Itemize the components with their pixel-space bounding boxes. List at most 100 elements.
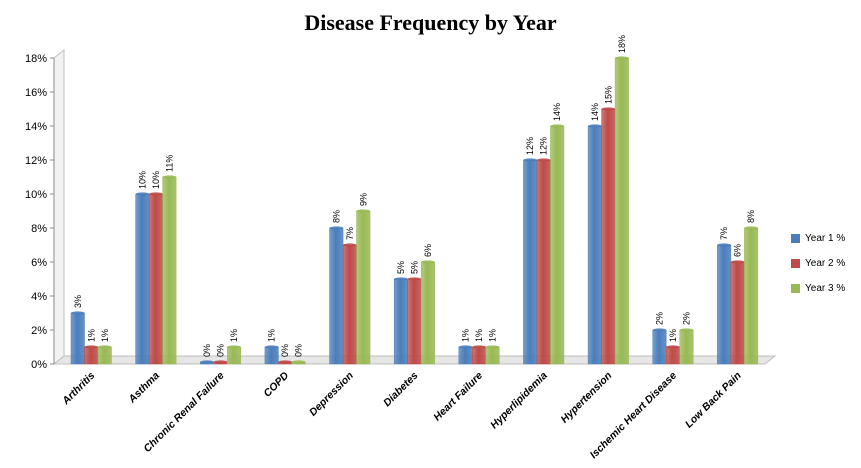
bar-top (394, 277, 408, 281)
bar (264, 346, 279, 365)
data-label: 0% (280, 344, 290, 357)
y-tick-label: 18% (25, 53, 47, 65)
bar-top (615, 56, 629, 60)
bars (70, 56, 759, 365)
data-label: 6% (733, 244, 743, 257)
y-tick-label: 10% (25, 189, 47, 201)
bar-top (149, 192, 163, 196)
bar-top (213, 360, 228, 364)
bar-top (666, 345, 680, 349)
x-tick-label: Arthritis (59, 370, 97, 408)
legend-item-year1: Year 1 % (791, 226, 845, 251)
bar (536, 159, 551, 365)
data-label: 2% (654, 312, 664, 325)
y-tick-label: 2% (31, 325, 47, 337)
data-label: 12% (525, 137, 535, 155)
side-wall (53, 48, 65, 366)
bar (135, 193, 150, 365)
bar (601, 108, 616, 365)
bar (84, 346, 99, 365)
bar-top (550, 124, 564, 128)
bar (652, 329, 667, 365)
bar (472, 346, 487, 365)
bar-top (536, 158, 551, 162)
legend-label-year3: Year 3 % (805, 283, 846, 294)
data-label: 7% (719, 227, 729, 240)
bar (550, 125, 565, 365)
data-label: 1% (86, 329, 96, 342)
bar (485, 346, 500, 365)
bar-top (291, 360, 306, 364)
bar-top (264, 345, 279, 349)
data-label: 10% (151, 171, 161, 189)
legend-label-year1: Year 1 % (805, 233, 846, 244)
data-label: 15% (603, 86, 613, 104)
legend-item-year3: Year 3 % (791, 276, 845, 301)
bar-top (421, 260, 435, 264)
data-labels: 3%1% 1%10% 10%11%0% 0%1% 1%0% 0%8%7%9%5% 5%6%1… (73, 35, 756, 357)
bar-top (71, 311, 85, 315)
data-label: 9% (358, 193, 368, 206)
bar (407, 278, 422, 365)
bar-top (84, 345, 98, 349)
data-label: 1% (267, 329, 277, 342)
data-label: 8% (331, 210, 341, 223)
data-label: 5% (409, 261, 419, 274)
bar-top (278, 360, 292, 364)
data-label: 5% (396, 261, 406, 274)
y-tick-label: 4% (31, 291, 47, 303)
bar (329, 227, 344, 365)
data-label: 8% (746, 210, 756, 223)
data-label: 1% (668, 329, 678, 342)
data-label: 1% (461, 329, 471, 342)
bar (679, 329, 694, 365)
bar (227, 346, 242, 365)
bar-top (601, 107, 616, 111)
data-label: 14% (590, 103, 600, 121)
x-tick-label: Depression (307, 370, 356, 419)
bar (744, 227, 759, 365)
data-label: 1% (229, 329, 239, 342)
y-tick-label: 8% (31, 223, 47, 235)
bar-top (135, 192, 150, 196)
data-label: 7% (345, 227, 355, 240)
x-tick-label: Hyperlipidemia (488, 370, 550, 432)
bar (420, 261, 435, 365)
legend-swatch-year1 (791, 234, 800, 243)
y-tick-label: 12% (25, 155, 47, 167)
data-label: 0% (202, 344, 212, 357)
legend-label-year2: Year 2 % (805, 258, 846, 269)
legend: Year 1 % Year 2 % Year 3 % (791, 226, 845, 301)
bar-top (227, 345, 241, 349)
bar (614, 57, 629, 365)
data-label: 2% (681, 312, 691, 325)
data-label: 0% (294, 344, 304, 357)
data-label: 3% (73, 295, 83, 308)
data-label: 10% (137, 171, 147, 189)
bar (665, 346, 680, 365)
legend-item-year2: Year 2 % (791, 251, 845, 276)
x-tick-label: Asthma (126, 370, 163, 407)
legend-swatch-year2 (791, 259, 800, 268)
bar-top (343, 243, 357, 247)
bar (342, 244, 357, 365)
bar (393, 278, 408, 365)
bar-top (588, 124, 602, 128)
bar (458, 346, 473, 365)
x-tick-label: Heart Failure (431, 370, 485, 424)
bar (730, 261, 745, 365)
bar-top (329, 226, 344, 230)
x-tick-label: Low Back Pain (683, 370, 744, 431)
bar-top (717, 243, 731, 247)
y-tick-label: 14% (25, 121, 47, 133)
bar (356, 210, 371, 365)
data-label: 1% (100, 329, 110, 342)
bar-top (200, 360, 214, 364)
x-tick-label: Diabetes (381, 370, 421, 410)
data-label: 18% (617, 35, 627, 53)
bar (148, 193, 163, 365)
y-tick-label: 16% (25, 87, 47, 99)
data-label: 0% (216, 344, 226, 357)
bar (70, 312, 85, 365)
